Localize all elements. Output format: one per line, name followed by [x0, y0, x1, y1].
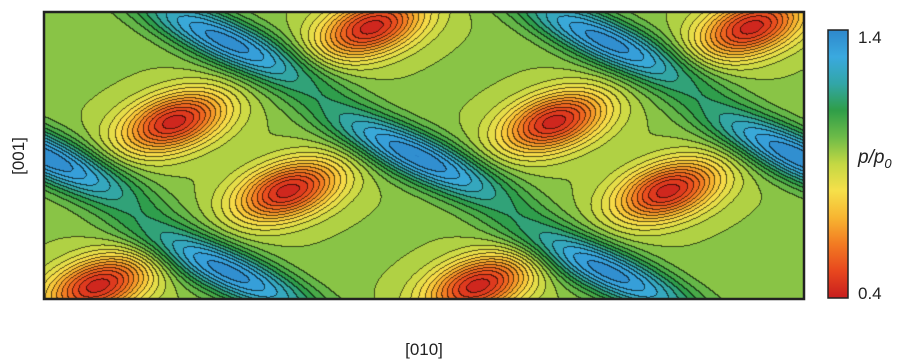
- heatmap-plot: [42, 10, 806, 301]
- colorbar-quantity-subscript: 0: [884, 156, 892, 171]
- colorbar-quantity-main: p/p: [857, 147, 884, 168]
- colorbar-max-label: 1.4: [858, 28, 882, 47]
- colorbar-min-label: 0.4: [858, 284, 882, 303]
- heatmap-field-image: [44, 12, 804, 299]
- y-axis-label: [001]: [9, 137, 28, 175]
- colorbar-bar: [827, 29, 849, 299]
- plot-frame: [42, 10, 806, 301]
- colorbar-quantity-label: p/p0: [857, 147, 892, 171]
- x-axis-label: [010]: [405, 340, 443, 359]
- colorbar: 1.4 0.4 p/p0: [827, 28, 892, 303]
